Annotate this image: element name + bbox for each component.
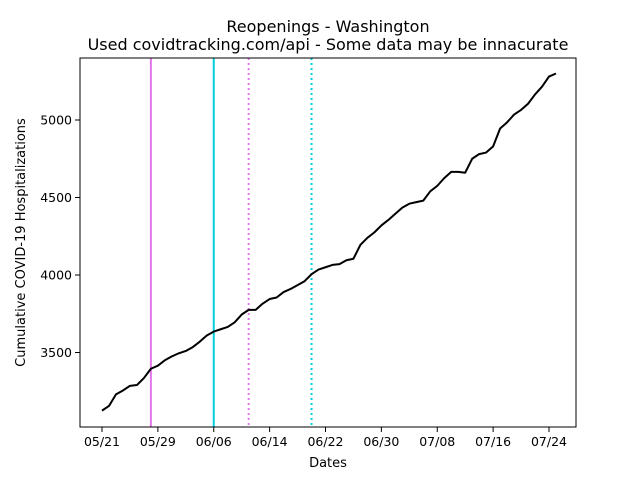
x-tick-label: 05/29 bbox=[140, 434, 176, 449]
chart-title: Reopenings - Washington bbox=[226, 17, 429, 36]
plot-area bbox=[79, 57, 577, 428]
y-tick-label: 5000 bbox=[40, 113, 72, 128]
y-axis: 3500 4000 4500 5000 bbox=[40, 113, 80, 360]
x-axis-label: Dates bbox=[309, 456, 347, 471]
y-tick-label: 3500 bbox=[40, 345, 72, 360]
x-tick-label: 06/22 bbox=[307, 434, 343, 449]
x-tick-label: 06/14 bbox=[252, 434, 288, 449]
series-line-1 bbox=[101, 72, 557, 412]
x-axis: 05/21 05/29 06/06 06/14 06/22 06/30 07/08 07/16… bbox=[84, 427, 567, 449]
x-tick-label: 07/08 bbox=[419, 434, 455, 449]
y-axis-label: Cumulative COVID-19 Hospitalizations bbox=[14, 118, 29, 367]
x-tick-label: 06/06 bbox=[196, 434, 232, 449]
x-tick-label: 06/30 bbox=[363, 434, 399, 449]
y-tick-label: 4000 bbox=[40, 268, 72, 283]
y-tick-label: 4500 bbox=[40, 190, 72, 205]
x-tick-label: 05/21 bbox=[84, 434, 120, 449]
chart-subtitle: Used covidtracking.com/api - Some data m… bbox=[88, 35, 569, 54]
x-tick-label: 07/24 bbox=[531, 434, 567, 449]
x-tick-label: 07/16 bbox=[475, 434, 511, 449]
